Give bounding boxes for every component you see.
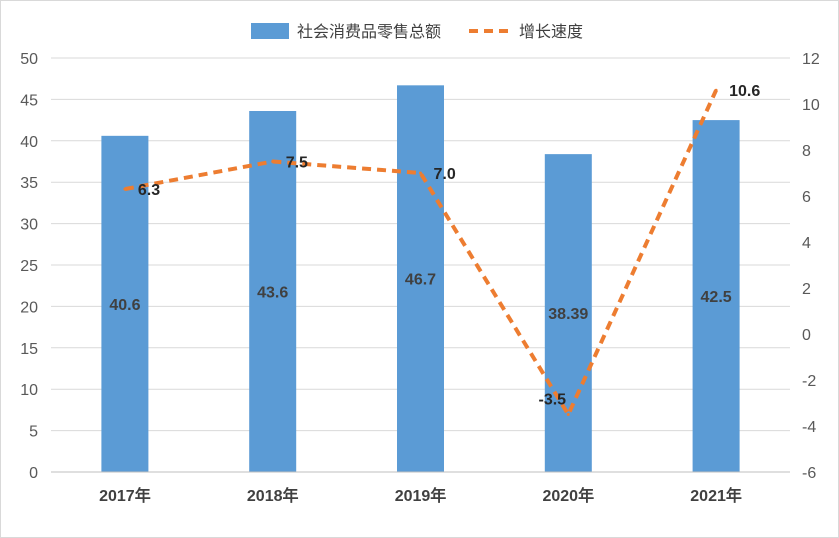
growth-rate-point [271,160,275,163]
y-right-tick-label: 0 [802,327,811,344]
y-left-tick-label: 25 [20,258,38,275]
line-value-label: 7.5 [286,155,308,172]
growth-rate-point [566,413,570,416]
y-left-tick-label: 35 [20,175,38,192]
y-left-tick-label: 5 [29,424,38,441]
bar-2019年 [397,85,444,472]
y-left-tick-label: 50 [20,51,38,68]
growth-rate-point [123,187,127,191]
bar-value-label: 42.5 [701,289,732,306]
legend-label-bar: 社会消费品零售总额 [297,22,441,41]
y-left-tick-label: 20 [20,299,38,316]
x-tick-label: 2017年 [99,486,151,505]
y-right-tick-label: -6 [802,465,816,482]
x-tick-label: 2018年 [247,486,299,505]
y-right-tick-label: 2 [802,281,811,298]
bar-value-label: 43.6 [257,284,288,301]
bar-2018年 [249,110,297,472]
growth-rate-point [714,88,718,92]
y-right-tick-label: 12 [802,51,820,68]
data-labels: 40.6 43.6 46.7 38.39 42.5 6.3 7.5 7.0 -3.5 10.6 [109,83,760,408]
y-left-tick-label: 40 [20,134,38,151]
y-left-tick-label: 45 [20,92,38,109]
x-tick-label: 2020年 [542,486,594,505]
bar-value-label: 40.6 [109,297,140,314]
line-value-label: 7.0 [434,166,456,183]
bar-2021年 [692,120,740,472]
y-right-tick-label: -2 [802,373,816,390]
y-right-tick-label: 8 [802,143,811,160]
y-right-tick-label: 4 [802,235,811,252]
bar-2017年 [101,135,149,472]
bar-series [101,85,740,472]
y-right-tick-label: -4 [802,419,816,436]
y-right-tick-label: 6 [802,189,811,206]
bar-value-label: 38.39 [548,306,588,323]
legend-label-line: 增长速度 [519,22,583,41]
y-left-tick-label: 30 [20,217,38,234]
line-value-label: -3.5 [539,392,567,409]
y-right-tick-label: 10 [802,97,820,114]
legend-swatch-bar [251,23,289,39]
line-series [123,88,718,417]
bar-value-label: 46.7 [405,272,436,289]
bar-2020年 [544,154,592,472]
line-value-label: 10.6 [729,83,760,100]
y-left-tick-label: 15 [20,341,38,358]
line-value-label: 6.3 [138,182,160,199]
growth-rate-point [419,171,422,175]
y-left-tick-label: 0 [29,465,38,482]
x-tick-label: 2019年 [395,486,447,505]
axes: 0 5 10 15 20 25 30 35 40 45 50 -6 -4 -2 0 2 4 6 8 10 12 2017年… [20,51,820,505]
x-tick-label: 2021年 [690,486,742,505]
y-left-tick-label: 10 [20,382,38,399]
legend: 社会消费品零售总额 增长速度 [251,22,583,41]
